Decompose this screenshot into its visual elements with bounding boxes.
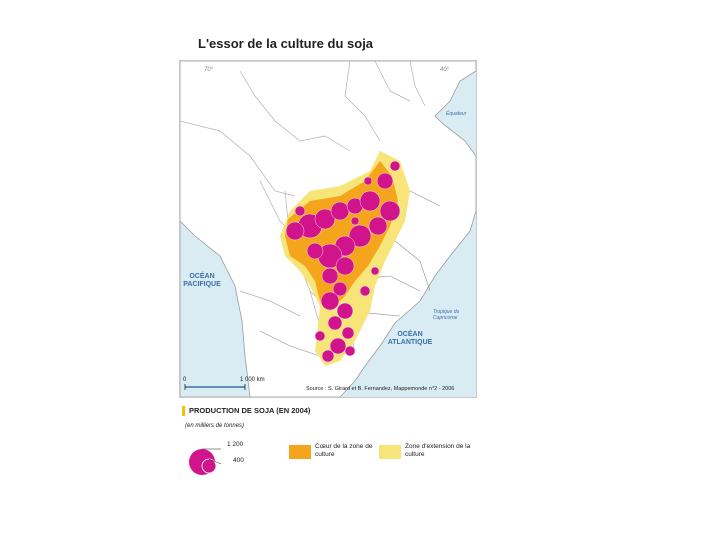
map-legend: PRODUCTION DE SOJA (EN 2004) (en millier… (179, 400, 475, 482)
pacific-ocean-label: OCÉAN PACIFIQUE (183, 273, 221, 288)
source-note: Source : S. Girard et B. Fernandez, Mapp… (306, 386, 455, 392)
legend-unit: (en milliers de tonnes) (185, 423, 245, 429)
legend-accent-bar (182, 406, 185, 416)
scale-zero-label: 0 (183, 377, 187, 383)
pacific-coast (180, 220, 251, 397)
production-circles (285, 160, 401, 363)
legend-label-extension: Zone d'extension de la culture (405, 443, 471, 458)
legend-value-large: 1 200 (227, 441, 244, 448)
legend-circle-symbols (189, 448, 221, 475)
scale-bar (184, 384, 246, 390)
legend-swatch-core (289, 445, 311, 459)
map-frame: 70° 40° Équateur Tropique du Capricorne … (179, 60, 477, 398)
grid-label-70: 70° (204, 67, 214, 73)
legend-value-small: 400 (233, 457, 244, 464)
south-america-map (180, 61, 476, 397)
scale-km-label: 1 000 km (240, 377, 265, 383)
equator-label: Équateur (446, 111, 467, 117)
legend-label-core: Cœur de la zone de culture (315, 443, 373, 458)
map-title: L'essor de la culture du soja (198, 36, 374, 51)
atlantic-ocean-label: OCÉAN ATLANTIQUE (387, 331, 433, 346)
grid-label-40: 40° (440, 67, 450, 73)
legend-swatch-extension (379, 445, 401, 459)
tropic-label: Tropique du Capricorne (433, 309, 460, 321)
legend-title: PRODUCTION DE SOJA (EN 2004) (189, 406, 311, 415)
